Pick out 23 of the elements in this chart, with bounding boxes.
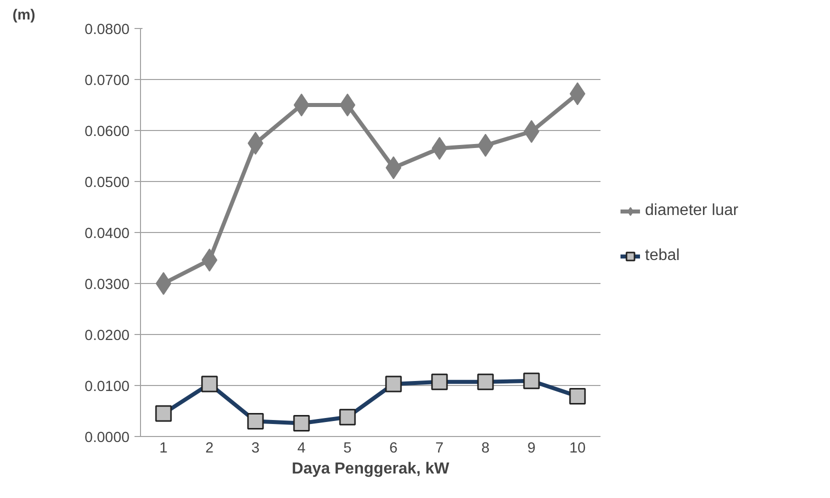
- x-tick-label: 9: [527, 440, 536, 456]
- y-tick-label: 0.0600: [84, 124, 130, 140]
- y-tick-label: 0.0800: [84, 22, 130, 38]
- legend-label: diameter luar: [645, 202, 738, 220]
- x-tick-label: 10: [569, 440, 586, 456]
- y-tick-label: 0.0000: [84, 430, 130, 446]
- x-tick-label: 7: [435, 440, 444, 456]
- y-tick-label: 0.0300: [84, 277, 130, 293]
- x-tick-label: 4: [297, 440, 306, 456]
- y-axis-title: (m): [12, 8, 36, 24]
- x-axis-title: Daya Penggerak, kW: [292, 460, 450, 478]
- y-tick-label: 0.0400: [84, 226, 130, 242]
- x-tick-label: 3: [251, 440, 260, 456]
- y-tick-label: 0.0700: [84, 73, 130, 89]
- y-tick-label: 0.0200: [84, 328, 130, 344]
- y-tick-label: 0.0100: [84, 379, 130, 395]
- x-tick-label: 6: [389, 440, 398, 456]
- y-tick-label: 0.0500: [84, 175, 130, 191]
- x-tick-label: 5: [343, 440, 352, 456]
- legend-label: tebal: [645, 247, 680, 265]
- x-tick-label: 2: [205, 440, 214, 456]
- x-tick-label: 8: [481, 440, 490, 456]
- x-tick-label: 1: [159, 440, 168, 456]
